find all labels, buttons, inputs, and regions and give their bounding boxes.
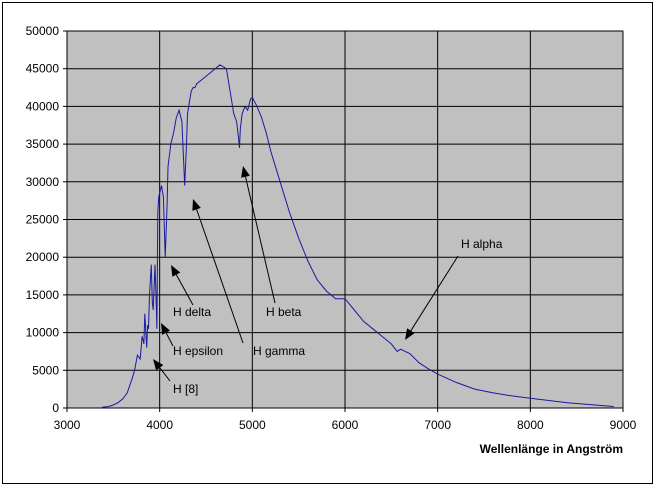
x-tick-label-4: 7000 (424, 418, 451, 432)
y-tick-label-5: 25000 (26, 213, 60, 227)
y-tick-label-6: 30000 (26, 175, 60, 189)
annotation-arrowhead-4 (161, 323, 171, 335)
annotation-label-0: H alpha (461, 237, 503, 251)
annotation-label-2: H gamma (253, 344, 305, 358)
annotation-arrow-4 (165, 332, 174, 347)
annotation-arrowhead-2 (192, 199, 201, 211)
spectrum-series-line (102, 64, 614, 408)
annotation-3: H delta (171, 265, 211, 319)
annotation-label-4: H epsilon (173, 344, 223, 358)
y-tick-label-2: 10000 (26, 326, 60, 340)
x-tick-label-0: 3000 (54, 418, 81, 432)
y-tick-label-4: 20000 (26, 250, 60, 264)
annotation-arrow-3 (175, 274, 194, 306)
annotation-arrow-2 (196, 209, 244, 344)
annotation-arrowhead-3 (171, 265, 181, 277)
x-tick-label-2: 5000 (239, 418, 266, 432)
annotation-label-3: H delta (173, 305, 211, 319)
x-tick-label-6: 9000 (610, 418, 637, 432)
y-tick-label-1: 5000 (32, 363, 59, 377)
annotation-arrow-1 (245, 176, 276, 304)
spectrum-chart: 0 5000 10000 15000 20000 25000 30000 35000 40000… (26, 24, 637, 456)
annotations: H alpha H beta H gamma H delta H epsilon H [8… (153, 166, 503, 396)
annotation-5: H [8] (153, 359, 198, 396)
annotation-1: H beta (241, 166, 302, 319)
annotation-0: H alpha (405, 237, 503, 340)
annotation-arrowhead-1 (241, 166, 250, 178)
x-axis-ticks: 3000 4000 5000 6000 7000 8000 9000 (54, 408, 637, 432)
chart-frame: 0 5000 10000 15000 20000 25000 30000 35000 40000… (2, 2, 653, 484)
annotation-arrowhead-0 (405, 328, 415, 340)
x-axis-label: Wellenlänge in Angström (480, 442, 623, 456)
annotation-2: H gamma (192, 199, 305, 358)
x-tick-label-5: 8000 (517, 418, 544, 432)
y-tick-label-10: 50000 (26, 24, 60, 38)
y-tick-label-8: 40000 (26, 99, 60, 113)
annotation-4: H epsilon (161, 323, 223, 358)
x-tick-label-3: 6000 (332, 418, 359, 432)
annotation-arrowhead-5 (153, 359, 164, 371)
x-tick-label-1: 4000 (146, 418, 173, 432)
y-tick-label-7: 35000 (26, 137, 60, 151)
y-tick-label-9: 45000 (26, 62, 60, 76)
annotation-label-1: H beta (266, 305, 302, 319)
y-tick-label-0: 0 (52, 401, 59, 415)
y-tick-label-3: 15000 (26, 288, 60, 302)
annotation-arrow-5 (159, 367, 171, 382)
y-axis-ticks: 0 5000 10000 15000 20000 25000 30000 35000 40000… (26, 24, 67, 415)
annotation-label-5: H [8] (173, 382, 198, 396)
annotation-arrow-0 (410, 255, 459, 331)
